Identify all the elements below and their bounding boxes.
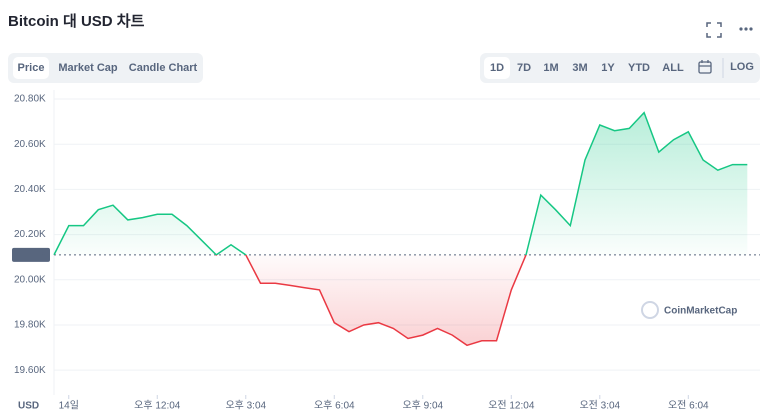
more-icon[interactable] bbox=[739, 27, 753, 31]
y-tick-label: 20.60K bbox=[14, 139, 46, 150]
tab[interactable]: Candle Chart bbox=[129, 62, 198, 74]
x-tick-label: 오후 3:04 bbox=[225, 400, 266, 412]
y-tick-label: 20.20K bbox=[14, 229, 46, 240]
watermark-icon bbox=[641, 301, 659, 319]
range-button[interactable]: 7D bbox=[517, 62, 531, 74]
y-tick-label: 19.80K bbox=[14, 320, 46, 331]
x-tick-label: 14일 bbox=[59, 400, 79, 412]
y-tick-label: 20.80K bbox=[14, 94, 46, 105]
tab[interactable]: Price bbox=[18, 62, 45, 74]
range-button[interactable]: 1Y bbox=[601, 62, 615, 74]
x-tick-label: 오후 12:04 bbox=[134, 400, 181, 412]
y-tick-label: 20.40K bbox=[14, 184, 46, 195]
tab[interactable]: Market Cap bbox=[58, 62, 118, 74]
watermark: CoinMarketCap bbox=[664, 306, 737, 317]
tab-group bbox=[8, 53, 203, 83]
x-tick-label: 오전 12:04 bbox=[488, 400, 535, 412]
range-button[interactable]: 1D bbox=[490, 62, 504, 74]
area bbox=[54, 112, 748, 346]
reference-label: 20.11K bbox=[15, 250, 47, 261]
fullscreen-icon[interactable] bbox=[706, 22, 722, 38]
range-button[interactable]: ALL bbox=[662, 62, 684, 74]
currency-label: USD bbox=[18, 401, 39, 412]
y-tick-label: 20.00K bbox=[14, 274, 46, 285]
title: Bitcoin 대 USD 차트 bbox=[8, 13, 145, 30]
range-group bbox=[480, 53, 760, 83]
x-tick-label: 오전 6:04 bbox=[668, 400, 709, 412]
calendar-icon[interactable] bbox=[698, 60, 712, 74]
log-button[interactable]: LOG bbox=[730, 61, 754, 73]
range-button[interactable]: 3M bbox=[572, 62, 587, 74]
x-tick-label: 오전 3:04 bbox=[579, 400, 620, 412]
y-tick-label: 19.60K bbox=[14, 365, 46, 376]
range-button[interactable]: 1M bbox=[543, 62, 558, 74]
reference-badge bbox=[12, 247, 50, 262]
x-tick-label: 오후 9:04 bbox=[402, 400, 443, 412]
x-tick-label: 오후 6:04 bbox=[314, 400, 355, 412]
range-active bbox=[484, 57, 510, 79]
tab-active bbox=[13, 57, 49, 79]
price-line bbox=[53, 111, 748, 347]
range-button[interactable]: YTD bbox=[628, 62, 650, 74]
